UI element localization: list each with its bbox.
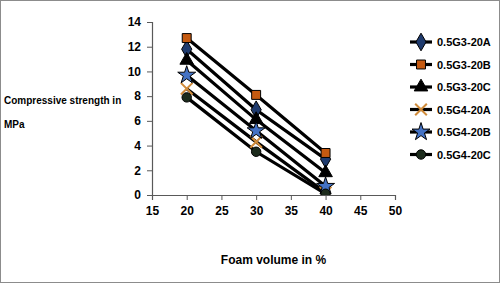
legend-marker: [416, 33, 426, 51]
x-tick-mark: [395, 195, 396, 200]
x-tick-mark: [360, 195, 361, 200]
chart-frame: [1, 1, 500, 283]
x-tick-mark: [256, 195, 257, 200]
series-line: [187, 60, 326, 172]
y-tick-mark: [147, 146, 152, 147]
y-tick-label: 14: [128, 15, 142, 29]
x-tick: 30: [250, 195, 264, 218]
x-tick: 35: [285, 195, 299, 218]
x-tick: 50: [389, 195, 403, 218]
legend-marker: [417, 60, 426, 69]
x-tick: 20: [181, 195, 195, 218]
x-tick-label: 20: [181, 204, 195, 218]
y-tick-label: 12: [128, 40, 142, 54]
series-marker: [247, 121, 265, 138]
y-tick-label: 8: [134, 89, 141, 103]
x-tick-mark: [187, 195, 188, 200]
x-tick: 45: [354, 195, 368, 218]
series-marker: [321, 149, 330, 158]
y-tick: 10: [128, 65, 152, 79]
series-marker: [319, 165, 333, 177]
series-marker: [180, 52, 194, 64]
plot-area: [178, 34, 335, 195]
series-line: [187, 75, 326, 186]
legend-label: 0.5G3-20A: [437, 36, 491, 48]
x-tick-mark: [221, 195, 222, 200]
y-tick-mark: [147, 121, 152, 122]
x-tick: 40: [319, 195, 333, 218]
series-marker: [178, 66, 196, 83]
y-tick: 2: [134, 164, 152, 178]
legend: 0.5G3-20A 0.5G3-20B 0.5G3-20C 0.5G4-20A 0.5G…: [410, 33, 491, 160]
legend-item: 0.5G3-20C: [410, 79, 491, 93]
x-axis: 15 20 25 30 35 40 45 50: [146, 195, 403, 218]
y-tick-label: 10: [128, 65, 142, 79]
y-tick: 8: [134, 89, 152, 103]
y-tick-label: 6: [134, 114, 141, 128]
x-tick-label: 25: [215, 204, 229, 218]
y-tick-label: 0: [134, 188, 141, 202]
x-tick-label: 30: [250, 204, 264, 218]
x-axis-line: [153, 196, 396, 201]
y-axis: 0 2 4 6 8 10 12 14: [128, 15, 153, 202]
legend-label: 0.5G3-20B: [437, 59, 491, 71]
legend-label: 0.5G4-20C: [437, 149, 491, 161]
x-tick-label: 40: [319, 204, 333, 218]
y-tick-label: 4: [134, 139, 141, 153]
y-tick-mark: [147, 170, 152, 171]
series-marker: [252, 90, 261, 99]
y-tick-mark: [147, 195, 152, 196]
legend-item: 0.5G4-20C: [410, 149, 491, 161]
x-axis-title: Foam volume in %: [221, 253, 327, 267]
y-tick: 4: [134, 139, 152, 153]
y-tick: 14: [128, 15, 152, 29]
y-tick-mark: [147, 96, 152, 97]
legend-item: 0.5G3-20B: [410, 59, 491, 71]
legend-marker: [415, 104, 427, 116]
y-axis-line: [147, 23, 153, 196]
x-tick: 15: [146, 195, 160, 218]
series-line: [187, 97, 326, 193]
y-tick: 12: [128, 40, 152, 54]
y-tick: 0: [134, 188, 152, 202]
legend-label: 0.5G3-20C: [437, 81, 491, 93]
series-marker: [182, 34, 191, 43]
y-axis-title: Compressive strength inMPa: [4, 95, 121, 130]
series-line: [187, 89, 326, 193]
x-tick-label: 50: [389, 204, 403, 218]
legend-label: 0.5G4-20A: [437, 104, 491, 116]
y-tick-label: 2: [134, 164, 141, 178]
legend-item: 0.5G4-20B: [410, 123, 491, 140]
legend-marker: [416, 150, 425, 159]
legend-item: 0.5G4-20A: [410, 104, 491, 116]
series-marker: [321, 189, 330, 195]
x-tick-label: 15: [146, 204, 160, 218]
legend-label: 0.5G4-20B: [437, 126, 491, 138]
x-tick-mark: [291, 195, 292, 200]
y-tick-mark: [147, 71, 152, 72]
y-tick-mark: [147, 47, 152, 48]
legend-item: 0.5G3-20A: [410, 33, 491, 51]
y-tick-mark: [147, 22, 152, 23]
x-tick-mark: [326, 195, 327, 200]
legend-marker: [414, 79, 428, 91]
series-line: [187, 38, 326, 153]
legend-marker: [412, 123, 430, 140]
x-tick-label: 45: [354, 204, 368, 218]
y-tick: 6: [134, 114, 152, 128]
series-marker: [251, 147, 260, 156]
x-tick-label: 35: [285, 204, 299, 218]
x-tick: 25: [215, 195, 229, 218]
chart: 15 20 25 30 35 40 45 50 0 2 4 6 8 10 12 14 Foam volume i…: [0, 0, 500, 283]
series-marker: [182, 93, 191, 102]
